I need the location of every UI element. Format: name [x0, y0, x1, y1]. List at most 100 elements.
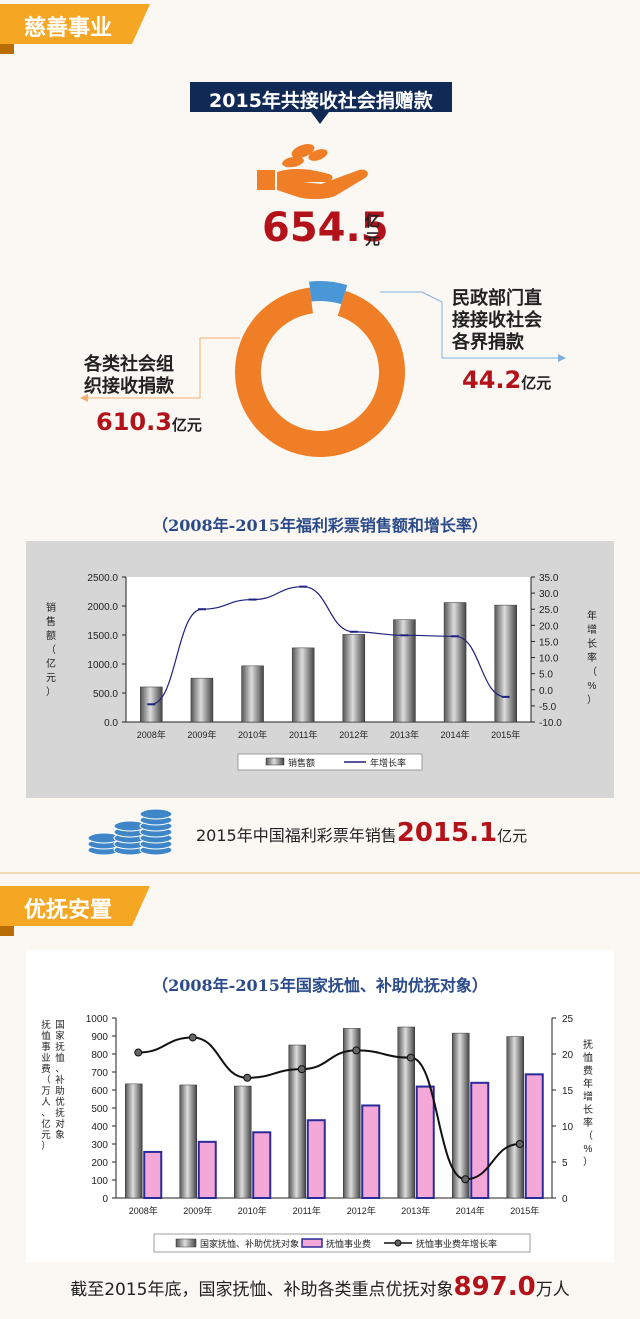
donation-right-label-line: 各界捐款	[452, 332, 524, 353]
bar-sales	[291, 647, 315, 723]
y-tick-label: 500.0	[93, 689, 118, 700]
bar-sales	[241, 665, 264, 723]
y-axis-label-char: 补	[55, 1074, 65, 1086]
donation-right-value-group: 44.2亿元	[462, 366, 551, 394]
x-tick-label: 2014年	[441, 729, 470, 740]
legend-label-growth: 年增长率	[370, 757, 406, 768]
y2-tick-label: 15	[562, 1086, 574, 1097]
bar-pension-objects	[343, 1028, 361, 1199]
x-tick-label: 2010年	[238, 729, 267, 740]
y-axis-label-char: （	[41, 1074, 51, 1086]
y2-axis-label-char: 增	[583, 1090, 593, 1103]
y-axis-label-char: 亿	[41, 1118, 51, 1130]
legend-label-growth: 抚恤事业费年增长率	[416, 1238, 497, 1249]
donation-header: 2015年共接收社会捐赠款	[209, 90, 433, 112]
legend-label-sales: 销售额	[288, 757, 315, 768]
legend-label-objects: 国家抚恤、补助优抚对象	[200, 1238, 299, 1249]
point-funds-growth	[188, 1033, 197, 1042]
bar-sales	[393, 619, 416, 723]
donut-slice-social-organizations	[235, 287, 405, 457]
point-funds-growth	[297, 1065, 306, 1074]
y2-axis-label-char: ）	[587, 694, 597, 706]
pension-note-unit: 万人	[535, 1280, 570, 1300]
section-tab-pension: 优抚安置	[0, 886, 150, 926]
donation-total-value: 654.5	[262, 205, 389, 251]
y-tick-label: 0	[102, 1194, 108, 1205]
y2-axis-label-char: （	[587, 666, 597, 678]
bar-pension-objects	[125, 1083, 143, 1199]
pension-chart-panel: （2008年-2015年国家抚恤、补助优抚对象） 1000 900 800 700 60…	[26, 950, 614, 1262]
y-axis-label-char: 抚	[55, 1107, 65, 1119]
y-axis-label-char: 对	[55, 1118, 65, 1130]
donut-slice-civil-affairs	[309, 281, 348, 305]
bar-pension-objects	[397, 1026, 415, 1199]
donation-donut-chart	[235, 281, 405, 457]
pension-note: 截至2015年底，国家抚恤、补助各类重点优抚对象897.0万人	[0, 1272, 640, 1302]
x-tick-label: 2013年	[401, 1205, 430, 1216]
y-axis-label-char: 费	[41, 1063, 51, 1075]
y-tick-label: 1000.0	[87, 660, 118, 671]
y-tick-label: 900	[91, 1032, 108, 1043]
bar-pension-objects	[234, 1085, 252, 1199]
y-tick-label: 600	[91, 1086, 108, 1097]
donation-right-value: 44.2	[462, 366, 522, 394]
y2-axis-label-char: 抚	[583, 1039, 593, 1051]
y-tick-label: 0.0	[104, 718, 118, 729]
y2-tick-label: 30.0	[539, 589, 559, 600]
y2-axis-label-char: 增	[587, 623, 597, 636]
y-tick-label: 1500.0	[87, 631, 118, 642]
bar-pension-objects	[506, 1036, 524, 1199]
legend-swatch-sales	[265, 757, 285, 766]
bar-pension-funds	[470, 1081, 490, 1199]
bar-pension-funds	[197, 1140, 217, 1199]
bar-pension-funds	[524, 1073, 544, 1199]
y-axis-label-char: 恤	[55, 1052, 65, 1064]
point-funds-growth	[352, 1046, 361, 1055]
y-tick-label: 2500.0	[87, 573, 118, 584]
y2-tick-label: 15.0	[539, 637, 559, 648]
lottery-note-unit: 亿元	[497, 827, 528, 845]
bar-pension-funds	[252, 1131, 272, 1199]
y-axis-label-char: 、	[41, 1108, 51, 1119]
y2-tick-label: 35.0	[539, 573, 559, 584]
y2-tick-label: 5.0	[539, 670, 553, 681]
donation-left-label-line: 各类社会组	[84, 354, 174, 375]
y-axis-label-char: 事	[41, 1041, 51, 1053]
lottery-note-prefix: 2015年中国福利彩票年销售	[196, 826, 397, 845]
y2-tick-label: -5.0	[539, 702, 557, 713]
point-funds-growth	[515, 1140, 524, 1148]
y2-axis-label-char: 率	[583, 1116, 593, 1129]
x-tick-label: 2009年	[183, 1205, 212, 1216]
donation-left-unit: 亿元	[171, 416, 202, 434]
lottery-chart-panel: 2500.0 2000.0 1500.0 1000.0 500.0 0.0 35.0 30.0…	[26, 541, 614, 798]
y2-tick-label: 20	[562, 1050, 574, 1061]
leader-lines	[80, 291, 566, 402]
y2-tick-label: 25	[562, 1014, 574, 1025]
y-tick-label: 1000	[86, 1014, 109, 1025]
y2-tick-label: -10.0	[539, 718, 562, 729]
y2-tick-label: 25.0	[539, 605, 559, 616]
y-axis-label-char: 销	[46, 601, 56, 614]
coin-stack-icon	[87, 808, 173, 856]
x-tick-label: 2013年	[390, 729, 419, 740]
y-axis-label-char: 亿	[46, 657, 56, 670]
donation-total-unit: 亿元	[365, 212, 381, 248]
y2-tick-label: 0.0	[539, 686, 553, 697]
y-tick-label: 2000.0	[87, 602, 118, 613]
y-axis-label-char: 额	[46, 629, 56, 642]
pension-chart: 1000900800700600500400300200100025201510…	[41, 1014, 593, 1253]
legend-swatch-growth-point	[394, 1239, 402, 1247]
x-tick-label: 2011年	[289, 729, 317, 740]
donation-left-value-group: 610.3亿元	[96, 408, 202, 436]
legend-swatch-funds	[301, 1238, 323, 1248]
y-tick-label: 500	[91, 1104, 108, 1115]
y2-tick-label: 5	[562, 1158, 568, 1169]
point-funds-growth	[134, 1048, 143, 1057]
x-tick-label: 2009年	[187, 729, 216, 740]
y-axis-label-char: 优	[55, 1096, 65, 1108]
x-tick-label: 2008年	[129, 1205, 158, 1216]
x-tick-label: 2015年	[510, 1205, 539, 1216]
bar-pension-funds	[415, 1085, 435, 1199]
y2-axis-label-char: ）	[583, 1156, 593, 1168]
bar-pension-objects	[452, 1032, 470, 1199]
